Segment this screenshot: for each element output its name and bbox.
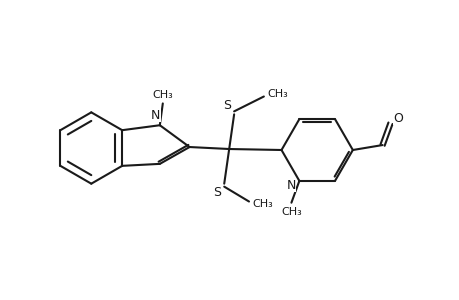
Text: O: O <box>392 112 403 125</box>
Text: CH₃: CH₃ <box>252 200 273 209</box>
Text: S: S <box>223 99 231 112</box>
Text: CH₃: CH₃ <box>267 88 287 98</box>
Text: S: S <box>213 186 221 199</box>
Text: N: N <box>151 109 160 122</box>
Text: N: N <box>286 179 296 192</box>
Text: CH₃: CH₃ <box>152 89 173 100</box>
Text: CH₃: CH₃ <box>280 207 301 217</box>
